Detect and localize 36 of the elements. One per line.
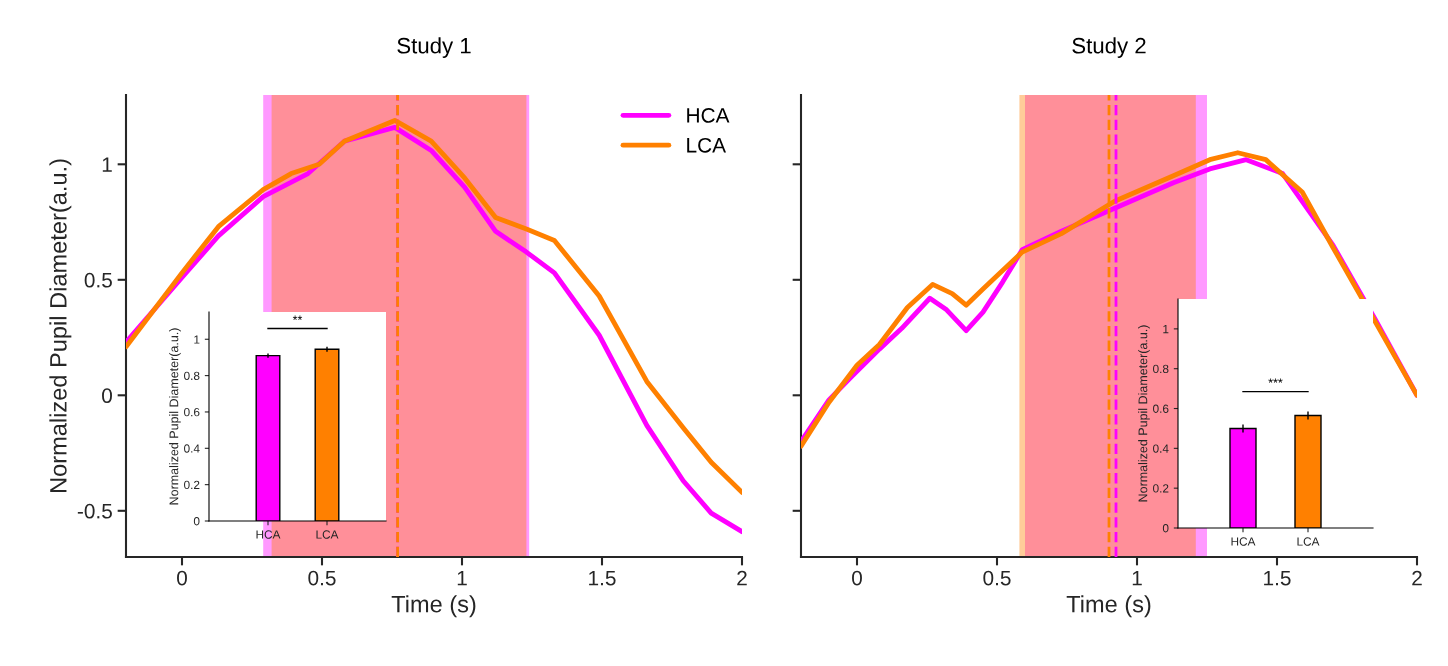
x-tick-label: 2	[737, 570, 747, 586]
y-tick-label: 1	[102, 157, 112, 172]
chart-title: Study 1	[397, 37, 471, 58]
y-tick-label: 0	[1162, 524, 1169, 533]
x-tick-label: 1.5	[589, 570, 616, 586]
y-tick-label: 0	[102, 388, 112, 404]
legend-label: HCA	[687, 108, 730, 123]
y-tick-label: 1	[194, 335, 200, 344]
y-tick-label: 1	[1163, 325, 1169, 334]
x-tick-label: 0	[852, 570, 862, 586]
annotation: **	[292, 315, 303, 320]
annotation: ***	[1268, 378, 1283, 383]
y-axis-title: Normalized Pupil Diameter(a.u.)	[169, 328, 181, 505]
y-tick-label: 0.8	[1153, 364, 1169, 374]
y-tick-label: 0.6	[184, 407, 200, 417]
x-tick-label: 1	[457, 570, 467, 586]
legend-label: LCA	[687, 137, 726, 153]
y-tick-label: 0.2	[184, 480, 200, 490]
x-axis-title: Time (s)	[1066, 595, 1151, 618]
y-tick-label: 0.8	[184, 371, 200, 380]
y-tick-label: -0.5	[77, 503, 112, 519]
y-tick-label: 0.6	[1153, 404, 1169, 413]
x-tick-label: 1	[1132, 570, 1142, 586]
y-axis-title: Normalized Pupil Diameter(a.u.)	[1138, 325, 1150, 502]
x-tick-label: 1.5	[1264, 570, 1291, 586]
x-tick-label: 0.5	[983, 570, 1011, 586]
y-tick-label: 0.5	[84, 272, 112, 288]
y-tick-label: 0.4	[184, 444, 200, 453]
y-tick-label: 0	[193, 517, 200, 526]
y-tick-label: 0.2	[1153, 484, 1169, 493]
x-tick-label: 0.5	[308, 570, 336, 586]
chart-title: Study 2	[1072, 37, 1146, 58]
y-axis-title: Normalized Pupil Diameter(a.u.)	[49, 159, 72, 493]
y-tick-label: 0.4	[1153, 444, 1169, 453]
x-axis-title: Time (s)	[391, 595, 476, 618]
x-tick-label: 2	[1412, 570, 1422, 586]
